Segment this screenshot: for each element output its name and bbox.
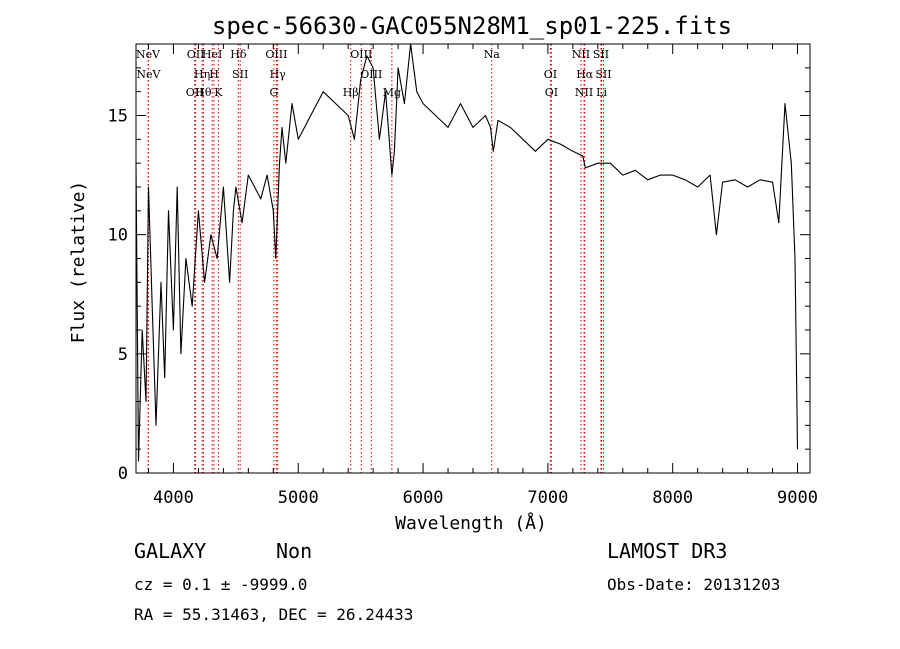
line-marker-label: Hα — [576, 68, 594, 81]
y-axis: 0 5 10 15 — [108, 43, 810, 484]
line-marker-label: Hδ — [230, 48, 247, 61]
line-marker-label: OI — [545, 86, 558, 99]
coordinates: RA = 55.31463, DEC = 26.24433 — [134, 605, 413, 624]
line-marker-label: SII — [595, 68, 611, 81]
x-tick-label: 8000 — [652, 488, 693, 508]
y-tick-label: 5 — [118, 345, 128, 365]
line-marker-label: K — [214, 86, 223, 99]
line-marker-label: OI — [544, 68, 557, 81]
line-marker-label: SII — [232, 68, 248, 81]
line-marker-label: Hθ — [195, 86, 212, 99]
line-marker-label: Hβ — [343, 86, 359, 99]
x-axis: 4000 5000 6000 7000 8000 9000 — [147, 44, 818, 508]
observation-date: Obs-Date: 20131203 — [607, 575, 780, 594]
line-marker-label: G — [270, 86, 279, 99]
line-marker-label: OII — [187, 48, 205, 61]
line-marker-label: Hη — [194, 68, 210, 81]
line-marker-label: OII — [186, 86, 204, 99]
line-marker-label: Li — [596, 86, 607, 99]
line-marker-label: SII — [593, 48, 609, 61]
line-marker-label: NII — [575, 86, 593, 99]
plot-frame — [135, 43, 811, 474]
x-tick-label: 6000 — [403, 488, 444, 508]
y-axis-label: Flux (relative) — [68, 181, 89, 344]
redshift-cz: cz = 0.1 ± -9999.0 — [134, 575, 307, 594]
x-tick-label: 5000 — [278, 488, 319, 508]
x-tick-label: 4000 — [153, 488, 194, 508]
object-class: GALAXY — [134, 539, 206, 563]
emission-line-markers — [147, 44, 604, 473]
object-subclass: Non — [276, 539, 312, 563]
line-marker-label: OIII — [265, 48, 287, 61]
line-marker-label: Hγ — [270, 68, 287, 81]
x-axis-label: Wavelength (Å) — [395, 512, 547, 534]
chart-title: spec-56630-GAC055N28M1_sp01-225.fits — [212, 12, 732, 40]
x-tick-label: 7000 — [527, 488, 568, 508]
line-marker-label: HeI — [202, 48, 222, 61]
x-tick-label: 9000 — [777, 488, 818, 508]
y-tick-label: 15 — [108, 107, 128, 127]
line-marker-label: OIII — [360, 68, 382, 81]
emission-line-labels: NeVNeVOIIOIIHηHθHeIHKHδSIIGOIIIHγHβOIIIO… — [136, 48, 611, 99]
line-marker-label: NII — [572, 48, 590, 61]
line-marker-label: NeV — [136, 48, 161, 61]
y-tick-label: 10 — [108, 226, 128, 246]
spectrum-series-line — [135, 43, 799, 462]
line-marker-label: H — [209, 68, 219, 81]
line-marker-label: NeV — [136, 68, 161, 81]
line-marker-label: Na — [484, 48, 501, 61]
survey-name: LAMOST DR3 — [607, 539, 727, 563]
y-tick-label: 0 — [118, 464, 128, 484]
